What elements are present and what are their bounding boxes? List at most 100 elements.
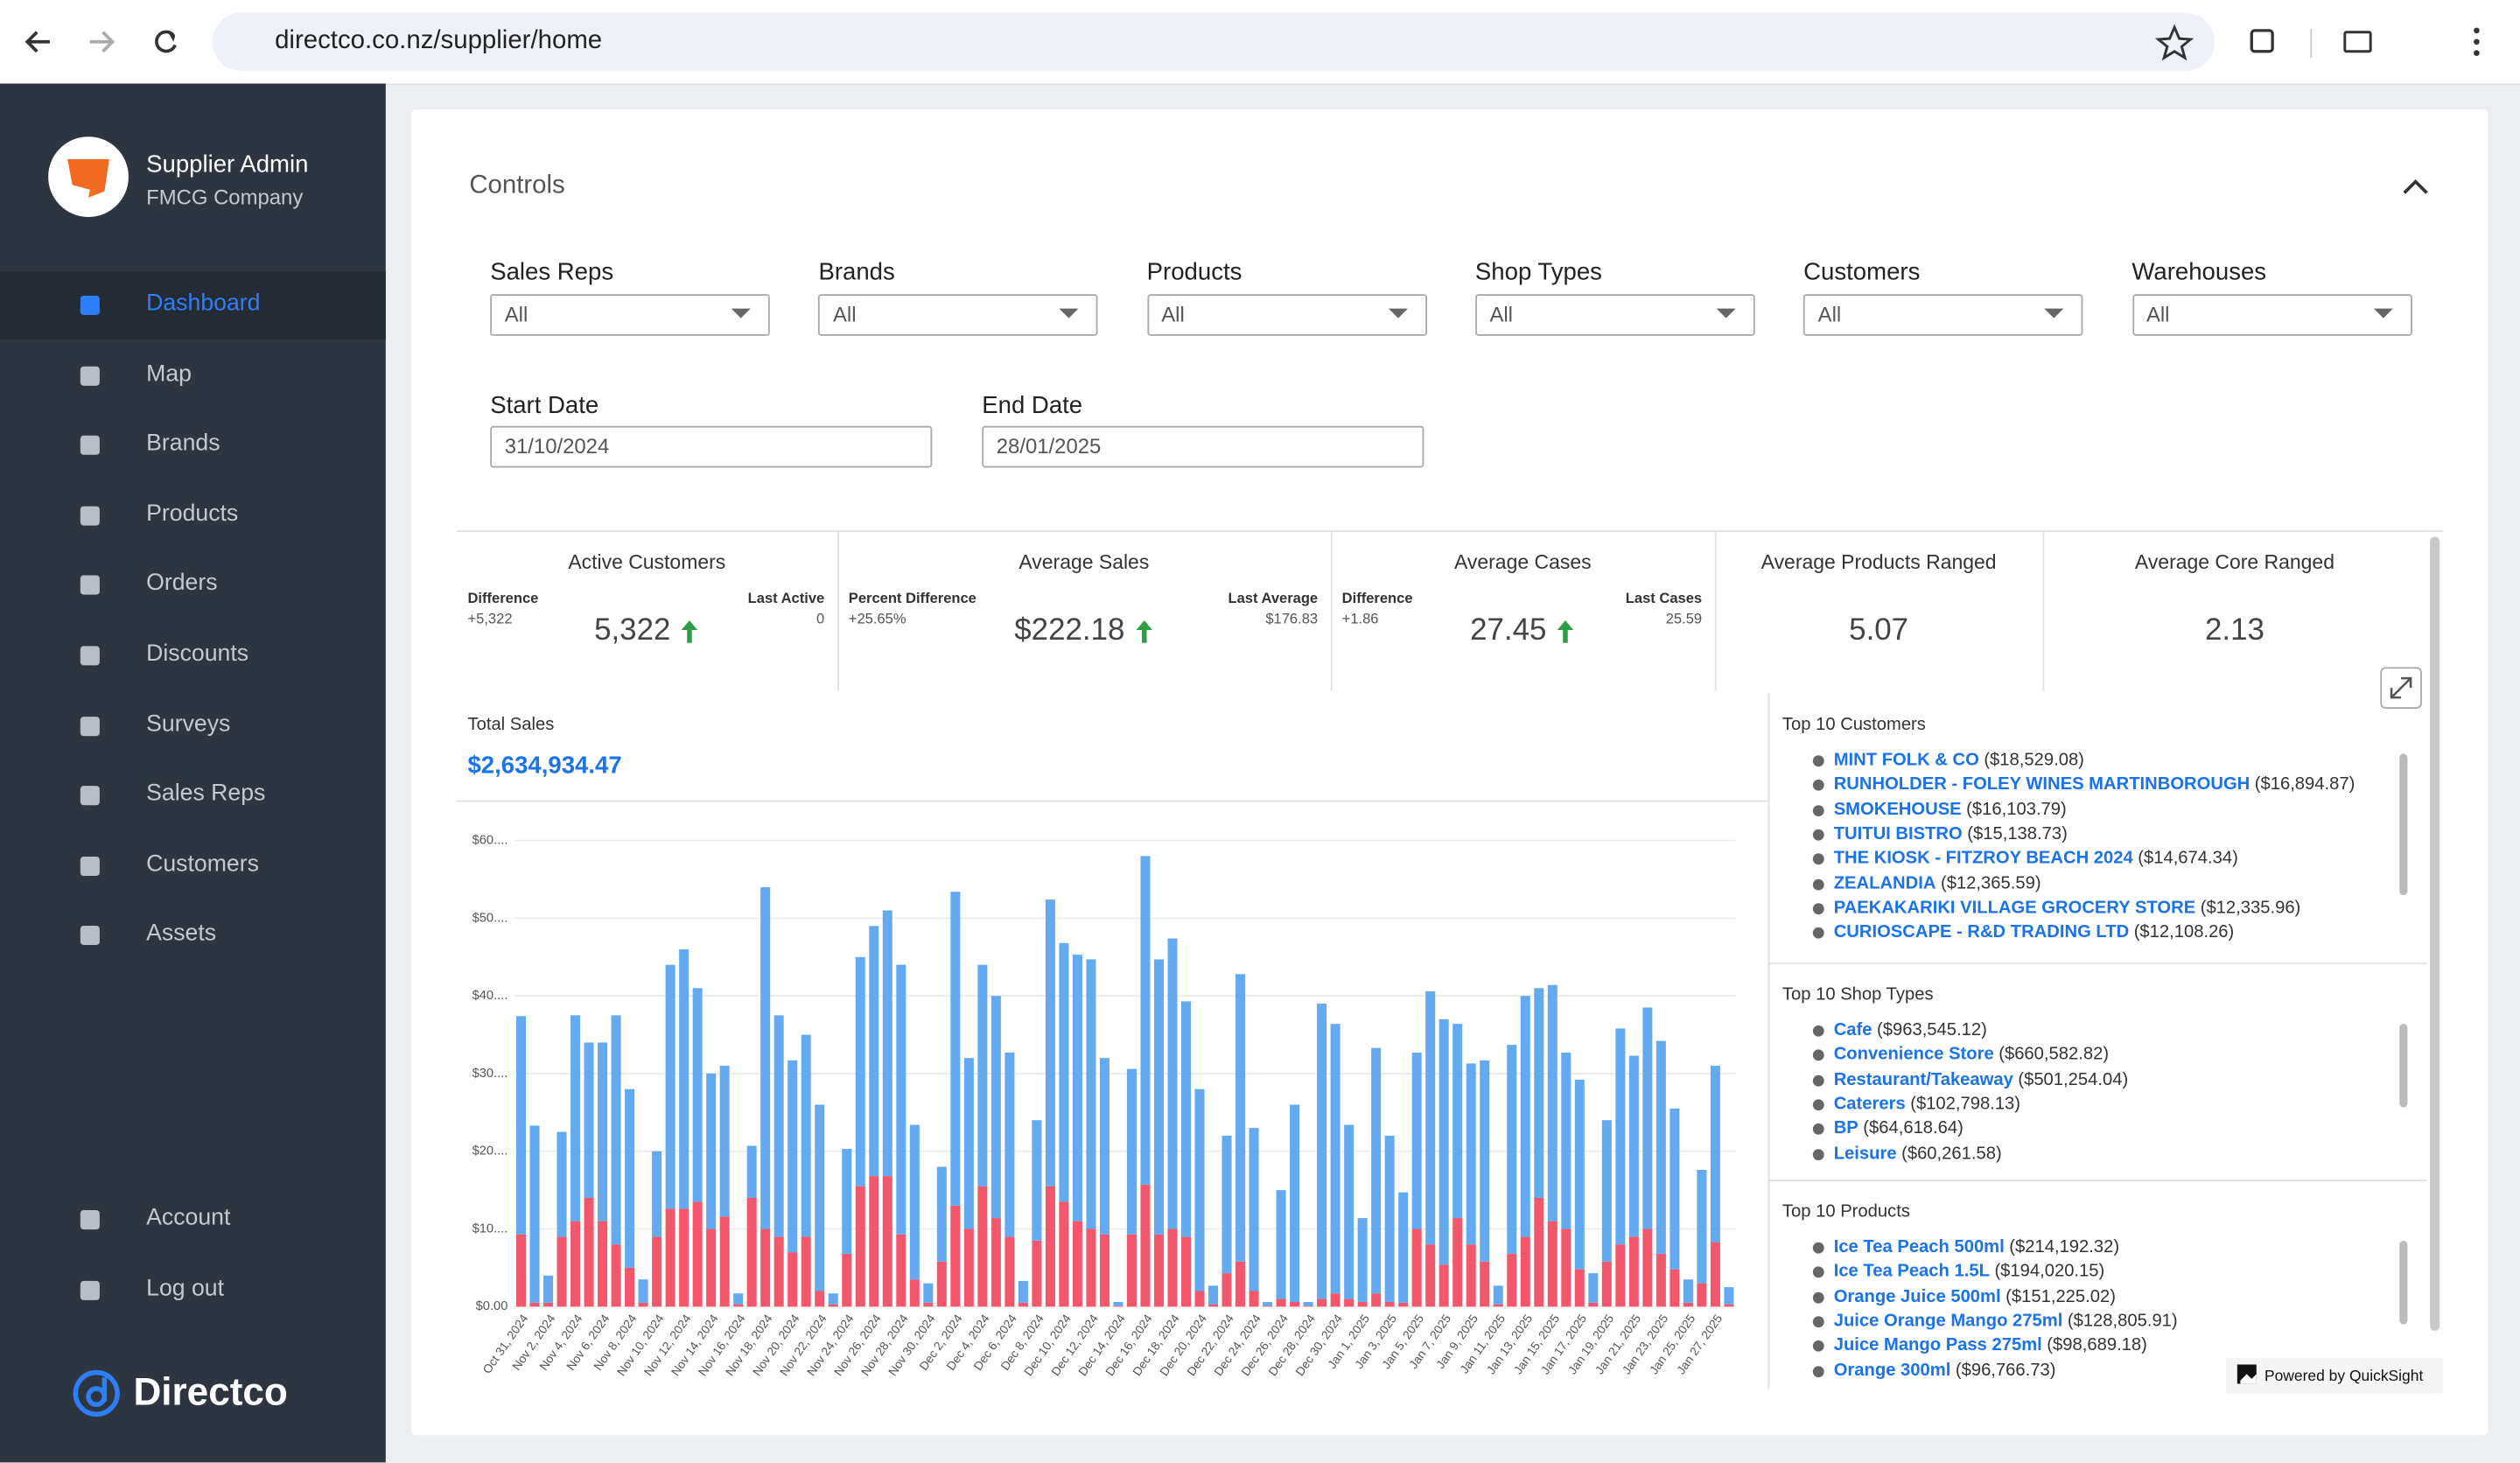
- bar-segment: [1452, 1024, 1463, 1219]
- list-item[interactable]: RUNHOLDER - FOLEY WINES MARTINBOROUGH ($1…: [1834, 775, 2356, 794]
- kpi-left-label: Percent Difference: [848, 590, 976, 606]
- nav-item[interactable]: Account: [146, 1205, 231, 1231]
- list-scroll[interactable]: [2399, 753, 2408, 896]
- filter-select[interactable]: [2132, 294, 2412, 336]
- filter-select[interactable]: [490, 294, 770, 336]
- item-name: BP: [1833, 1118, 1858, 1138]
- item-name: Cafe: [1833, 1020, 1872, 1040]
- kpi-left-value: +5,322: [467, 610, 513, 627]
- list-item[interactable]: PAEKAKARIKI VILLAGE GROCERY STORE ($12,33…: [1834, 898, 2301, 917]
- nav-item[interactable]: Map: [146, 360, 192, 387]
- scrollbar[interactable]: [2430, 536, 2440, 1331]
- date-value: 28/01/2025: [996, 433, 1102, 458]
- icon-shape: [80, 926, 100, 946]
- item-value: ($98,689.18): [2047, 1335, 2147, 1355]
- list-item[interactable]: Ice Tea Peach 1.5L ($194,020.15): [1834, 1262, 2105, 1281]
- nav-item[interactable]: Dashboard: [146, 290, 261, 317]
- list-item[interactable]: TUITUI BISTRO ($15,138.73): [1834, 824, 2068, 844]
- arrow-shape: [682, 620, 698, 643]
- list-scroll[interactable]: [2399, 1023, 2408, 1108]
- bar-segment: [1710, 1066, 1720, 1242]
- nav-item[interactable]: Assets: [146, 921, 217, 948]
- nav-item[interactable]: Sales Reps: [146, 780, 266, 808]
- list-item[interactable]: Restaurant/Takeaway ($501,254.04): [1834, 1070, 2128, 1089]
- bullet: [1812, 1242, 1824, 1254]
- list-item[interactable]: Juice Orange Mango 275ml ($128,805.91): [1834, 1312, 2178, 1331]
- bar-segment: [923, 1302, 934, 1307]
- icon-shape: [80, 576, 100, 596]
- bullet: [1812, 1291, 1824, 1303]
- item-name: RUNHOLDER - FOLEY WINES MARTINBOROUGH: [1833, 774, 2250, 794]
- y-tick-label: $0.00: [476, 1299, 508, 1313]
- list-item[interactable]: Ice Tea Peach 500ml ($214,192.32): [1834, 1237, 2119, 1256]
- bar-segment: [1561, 1228, 1572, 1307]
- list-scroll[interactable]: [2399, 1240, 2408, 1325]
- date-input[interactable]: [982, 425, 1424, 468]
- list-item[interactable]: Orange 300ml ($96,766.73): [1834, 1361, 2056, 1380]
- bar-segment: [1344, 1124, 1354, 1299]
- nav-item[interactable]: Log out: [146, 1276, 225, 1302]
- bar-segment: [1208, 1304, 1219, 1307]
- bar-segment: [1411, 1228, 1422, 1307]
- date-input[interactable]: [490, 425, 933, 468]
- filter-select[interactable]: [818, 294, 1099, 336]
- icon-shape: [80, 506, 100, 526]
- list-item[interactable]: CURIOSCAPE - R&D TRADING LTD ($12,108.26): [1834, 922, 2235, 942]
- item-name: MINT FOLK & CO: [1833, 750, 1979, 770]
- kpi-divider: [1330, 530, 1333, 691]
- filter-select[interactable]: [1146, 294, 1427, 336]
- trend-arrow: [1136, 620, 1152, 643]
- list-item[interactable]: Convenience Store ($660,582.82): [1834, 1045, 2109, 1064]
- collapse[interactable]: [2399, 173, 2432, 199]
- nav-item[interactable]: Surveys: [146, 710, 231, 738]
- filter-select[interactable]: [1474, 294, 1755, 336]
- browser-icons[interactable]: [2146, 16, 2499, 67]
- nav-icon: [80, 1210, 100, 1230]
- nav-item[interactable]: Discounts: [146, 640, 249, 668]
- list-title: Top 10 Shop Types: [1782, 984, 1934, 1004]
- bar-segment: [1425, 1244, 1436, 1307]
- bar-segment: [788, 1060, 798, 1253]
- bar-segment: [1059, 942, 1069, 1202]
- bar-segment: [774, 1015, 784, 1237]
- bullet: [1812, 829, 1824, 841]
- item-value: ($660,582.82): [1998, 1045, 2110, 1065]
- bar-segment: [1072, 955, 1082, 1222]
- nav-item[interactable]: Products: [146, 500, 239, 528]
- nav-item[interactable]: Orders: [146, 570, 218, 598]
- bar-segment: [990, 996, 1001, 1219]
- bar-segment: [1438, 1264, 1449, 1307]
- item-name: PAEKAKARIKI VILLAGE GROCERY STORE: [1833, 898, 2196, 918]
- list-item[interactable]: Leisure ($60,261.58): [1834, 1144, 2002, 1163]
- nav-item[interactable]: Brands: [146, 430, 220, 457]
- item-name: Convenience Store: [1833, 1045, 1994, 1065]
- list-item[interactable]: SMOKEHOUSE ($16,103.79): [1834, 800, 2067, 819]
- list-item[interactable]: Juice Mango Pass 275ml ($98,689.18): [1834, 1336, 2147, 1355]
- bar-segment: [1263, 1301, 1273, 1306]
- kpi-right-value: $176.83: [1265, 610, 1319, 627]
- date-label: Start Date: [490, 392, 599, 420]
- divider: [1768, 692, 1770, 1390]
- list-item[interactable]: BP ($64,618.64): [1834, 1119, 1964, 1138]
- expand[interactable]: [2380, 667, 2422, 709]
- icon-shape: [80, 856, 100, 876]
- bar-segment: [1303, 1301, 1313, 1306]
- bar-segment: [1126, 1068, 1137, 1235]
- icon-shape: [80, 716, 100, 736]
- nav-buttons[interactable]: [0, 0, 209, 84]
- list-item[interactable]: MINT FOLK & CO ($18,529.08): [1834, 751, 2084, 770]
- footer-box: [2225, 1358, 2443, 1394]
- bar-segment: [990, 1218, 1001, 1307]
- list-item[interactable]: THE KIOSK - FITZROY BEACH 2024 ($14,674.3…: [1834, 849, 2238, 868]
- nav-item[interactable]: Customers: [146, 851, 259, 878]
- bar-segment: [855, 1186, 865, 1307]
- list-item[interactable]: Caterers ($102,798.13): [1834, 1095, 2020, 1114]
- list-item[interactable]: ZEALANDIA ($12,365.59): [1834, 873, 2041, 892]
- bar-segment: [760, 1228, 771, 1307]
- kpi-right-label: Last Active: [747, 590, 825, 606]
- url-field[interactable]: [212, 12, 2216, 71]
- list-item[interactable]: Cafe ($963,545.12): [1834, 1020, 1987, 1040]
- bar-segment: [652, 1151, 662, 1237]
- filter-select[interactable]: [1803, 294, 2083, 336]
- list-item[interactable]: Orange Juice 500ml ($151,225.02): [1834, 1286, 2116, 1306]
